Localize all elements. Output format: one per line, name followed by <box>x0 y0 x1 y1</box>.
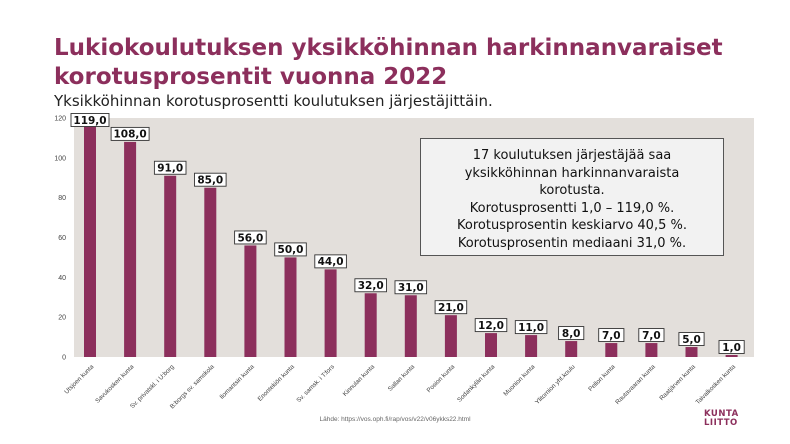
data-label: 85,0 <box>197 175 223 187</box>
x-tick-label: Utsjoen kunta <box>63 363 96 396</box>
data-label-box <box>718 340 745 354</box>
x-tick-label: Savukosken kunta <box>94 363 136 405</box>
x-tick-label: Enontekiön kunta <box>257 363 297 403</box>
x-tick-label: Rautavaaran kunta <box>614 363 657 406</box>
data-label-box <box>638 328 665 343</box>
data-label-box <box>314 254 347 269</box>
bar <box>565 341 578 357</box>
data-label-box <box>194 172 227 187</box>
data-label-box <box>434 300 468 315</box>
chart-subtitle: Yksikköhinnan korotusprosentti koulutuks… <box>54 92 493 110</box>
data-label: 7,0 <box>602 330 621 342</box>
data-label-box <box>274 242 307 257</box>
data-label-box <box>514 320 548 335</box>
bar <box>444 315 457 357</box>
x-tick-label: Ilomantsin kunta <box>218 363 256 401</box>
x-tick-label: Pellon kunta <box>587 363 617 393</box>
bar <box>284 257 297 357</box>
bar <box>164 175 177 357</box>
bar <box>84 119 96 357</box>
bar <box>324 269 337 357</box>
data-label-box <box>474 318 508 333</box>
data-label-box <box>354 278 387 293</box>
bar <box>204 187 217 357</box>
x-tick-label: Kinnulan kunta <box>342 363 377 398</box>
x-tick-label: Sallan kunta <box>387 363 417 393</box>
data-label-box <box>558 326 585 341</box>
data-label: 91,0 <box>157 163 183 175</box>
data-label-box <box>110 126 150 141</box>
x-tick-label: Ylitornion yht.koulu <box>534 363 577 406</box>
x-tick-label: Sodankylän kunta <box>456 363 497 404</box>
bar <box>725 355 738 357</box>
y-tick-label: 0 <box>62 355 66 362</box>
bar <box>364 293 377 357</box>
summary-line: 17 koulutuksen järjestäjää saa <box>472 148 672 163</box>
logo-line: LIITTO <box>704 418 738 428</box>
y-tick-label: 60 <box>58 235 66 242</box>
data-label-box <box>394 280 428 295</box>
data-label: 7,0 <box>642 330 661 342</box>
bar <box>605 343 618 357</box>
bar <box>645 343 658 357</box>
y-tick-label: 80 <box>58 195 66 202</box>
summary-line: korotusta. <box>539 183 605 198</box>
data-label-box <box>234 230 267 245</box>
data-label-box <box>678 332 705 346</box>
data-label: 8,0 <box>562 328 581 340</box>
data-label: 56,0 <box>237 232 263 244</box>
data-label: 5,0 <box>682 334 701 346</box>
x-tick-label: Muonion kunta <box>502 363 537 398</box>
y-tick-label: 40 <box>58 275 66 282</box>
summary-line: yksikköhinnan harkinnanvaraista <box>464 165 680 181</box>
data-label: 44,0 <box>318 256 344 268</box>
bar <box>124 141 137 357</box>
data-label-box <box>153 160 187 175</box>
data-label: 21,0 <box>438 302 464 314</box>
x-tick-label: Taivalkosken kunta <box>694 363 737 406</box>
source-link[interactable]: Lähde: https://vos.oph.fi/rap/vos/v22/v0… <box>319 416 471 423</box>
data-label: 50,0 <box>278 244 304 256</box>
data-label: 11,0 <box>518 322 544 334</box>
data-label: 12,0 <box>478 320 504 332</box>
data-label: 31,0 <box>398 282 424 294</box>
bar <box>685 347 698 357</box>
y-tick-label: 100 <box>54 155 66 162</box>
y-tick-label: 20 <box>58 315 66 322</box>
x-tick-label: Posion kunta <box>426 363 457 394</box>
y-axis: 0 20 40 60 80 100 120 <box>54 116 66 362</box>
data-label: 119,0 <box>73 115 106 127</box>
data-label: 108,0 <box>113 129 146 141</box>
bars <box>84 119 738 357</box>
summary-line: Korotusprosentin mediaani 31,0 %. <box>457 235 687 251</box>
x-tick-label: Sv. privatskl. i U:borg <box>129 363 176 410</box>
bar <box>485 333 497 357</box>
summary-line: Korotusprosentti 1,0 – 119,0 %. <box>469 200 675 216</box>
summary-box: 17 koulutuksen järjestäjää saa yksikköhi… <box>420 138 724 256</box>
summary-line: Korotusprosentin keskiarvo 40,5 %. <box>457 218 687 233</box>
y-tick-label: 120 <box>54 116 66 123</box>
x-tick-label: Sv. samsk. i T:fors <box>295 363 336 404</box>
x-tick-label: Raatjärven kunta <box>658 363 697 402</box>
data-labels: 119,0 108,0 91,0 85,0 56,0 50,0 44,0 32,0 31,0 21… <box>70 113 745 354</box>
page-title: Lukiokoulutuksen yksikköhinnan harkinnan… <box>54 35 723 90</box>
data-label-box <box>70 113 110 127</box>
data-label-box <box>598 328 625 343</box>
x-tick-label: B:borgs sv. samskola <box>169 363 216 410</box>
data-label: 32,0 <box>358 280 384 292</box>
logo-line: KUNTA <box>704 409 739 419</box>
kuntaliitto-logo: KUNTA LIITTO <box>704 410 739 428</box>
bar <box>244 245 257 357</box>
bar <box>525 335 538 357</box>
data-label: 1,0 <box>722 342 741 354</box>
bar <box>404 295 417 357</box>
